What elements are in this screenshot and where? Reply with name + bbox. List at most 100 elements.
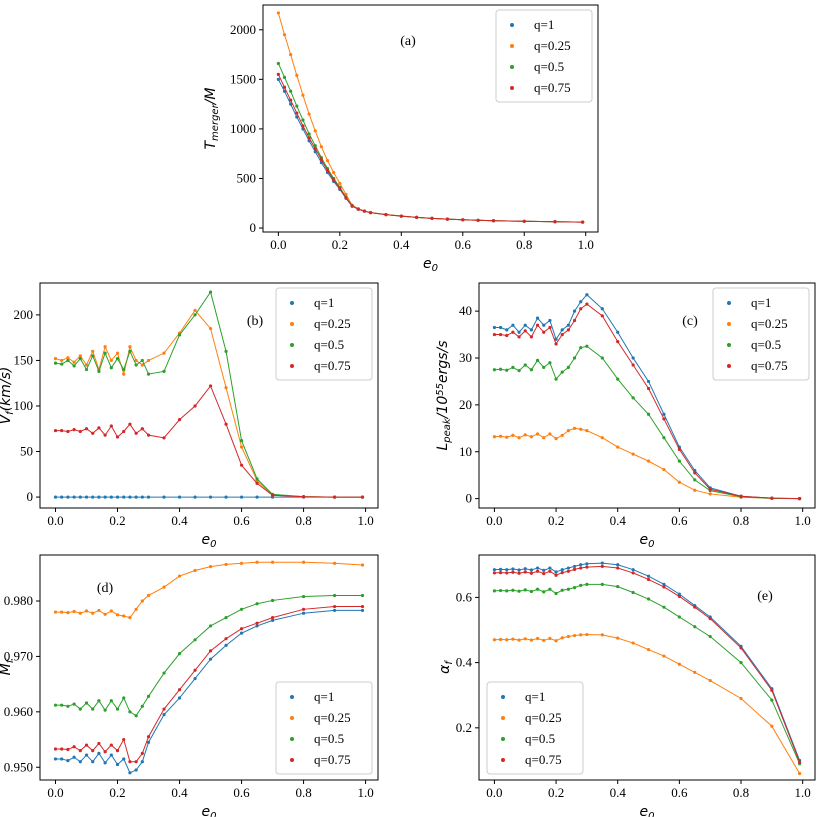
data-point	[529, 571, 534, 575]
data-point	[529, 328, 534, 332]
x-axis-label: e0	[640, 532, 655, 550]
data-point	[492, 325, 497, 330]
data-point	[498, 434, 503, 438]
data-point	[492, 332, 497, 337]
data-point	[162, 707, 166, 711]
data-point	[600, 633, 604, 637]
data-point	[282, 33, 287, 37]
data-point	[255, 481, 259, 486]
data-point	[332, 561, 337, 565]
data-point	[91, 495, 95, 499]
data-point	[146, 372, 151, 376]
x-tick-label: 0.2	[548, 785, 564, 800]
legend-label: q=1	[751, 295, 771, 310]
y-tick-label: 20	[459, 397, 472, 412]
data-point	[84, 427, 89, 431]
data-point	[295, 104, 299, 108]
data-point	[332, 495, 337, 499]
data-point	[72, 755, 76, 759]
data-point	[360, 608, 365, 613]
data-point	[134, 768, 138, 772]
data-point	[301, 118, 305, 122]
data-point	[616, 566, 620, 570]
data-point	[301, 594, 306, 599]
data-point	[103, 351, 107, 355]
annotation: (d)	[97, 581, 114, 596]
x-axis-label: e0	[202, 532, 217, 550]
x-axis-label: e0	[423, 256, 438, 274]
data-point	[542, 638, 546, 643]
legend-marker	[501, 716, 505, 720]
data-point	[332, 170, 336, 175]
data-point	[270, 493, 275, 497]
data-point	[535, 587, 540, 591]
data-point	[72, 745, 76, 749]
data-point	[115, 707, 120, 711]
data-point	[492, 568, 497, 572]
data-point	[529, 638, 534, 642]
data-point	[572, 426, 577, 430]
data-point	[60, 703, 64, 707]
data-point	[313, 129, 317, 133]
data-point	[109, 495, 113, 499]
plot-frame	[262, 4, 599, 233]
data-point	[708, 616, 712, 621]
data-point	[600, 314, 604, 318]
data-point	[146, 495, 151, 499]
legend-box	[712, 287, 810, 381]
data-point	[295, 111, 299, 115]
data-point	[548, 361, 552, 365]
data-point	[60, 610, 64, 614]
data-point	[585, 293, 589, 297]
data-point	[572, 586, 577, 590]
data-point	[445, 217, 450, 221]
data-point	[535, 566, 540, 570]
legend: q=1 q=0.25 q=0.5 q=0.75	[275, 681, 373, 775]
data-point	[572, 309, 577, 313]
data-point	[631, 641, 635, 645]
legend-marker	[290, 343, 294, 347]
data-point	[572, 318, 577, 323]
legend-label: q=0.25	[314, 710, 351, 725]
data-point	[492, 571, 497, 575]
data-point	[162, 436, 166, 440]
data-point	[72, 495, 76, 499]
data-point	[193, 676, 197, 681]
data-point	[492, 589, 497, 593]
data-point	[128, 422, 132, 426]
data-point	[134, 363, 138, 367]
data-point	[548, 587, 552, 591]
plot-frame	[39, 282, 379, 509]
data-point	[517, 589, 521, 593]
data-point	[579, 346, 583, 350]
data-point	[708, 487, 712, 491]
data-point	[122, 367, 126, 372]
data-point	[662, 605, 666, 609]
x-tick-label: 0.4	[393, 237, 410, 252]
data-point	[97, 369, 101, 373]
data-point	[523, 637, 527, 641]
data-point	[505, 568, 509, 572]
data-point	[693, 670, 697, 674]
x-tick-label: 1.0	[357, 513, 373, 528]
x-tick-label: 0.4	[171, 513, 188, 528]
data-point	[177, 652, 182, 656]
data-point	[492, 368, 497, 372]
data-point	[122, 696, 126, 700]
data-point	[208, 657, 213, 661]
data-point	[498, 332, 503, 337]
data-point	[140, 427, 144, 431]
legend-marker	[510, 23, 514, 27]
data-point	[307, 132, 311, 136]
data-point	[239, 631, 244, 635]
legend-label: q=0.75	[525, 752, 562, 767]
data-point	[579, 563, 583, 567]
data-point	[122, 372, 126, 376]
data-point	[498, 567, 503, 571]
data-point	[270, 618, 275, 622]
data-point	[239, 627, 244, 631]
data-point	[517, 638, 521, 642]
y-axis-label: Vf(km/s)	[0, 367, 16, 425]
y-tick-label: 0.2	[456, 720, 472, 735]
legend-marker	[290, 716, 294, 720]
